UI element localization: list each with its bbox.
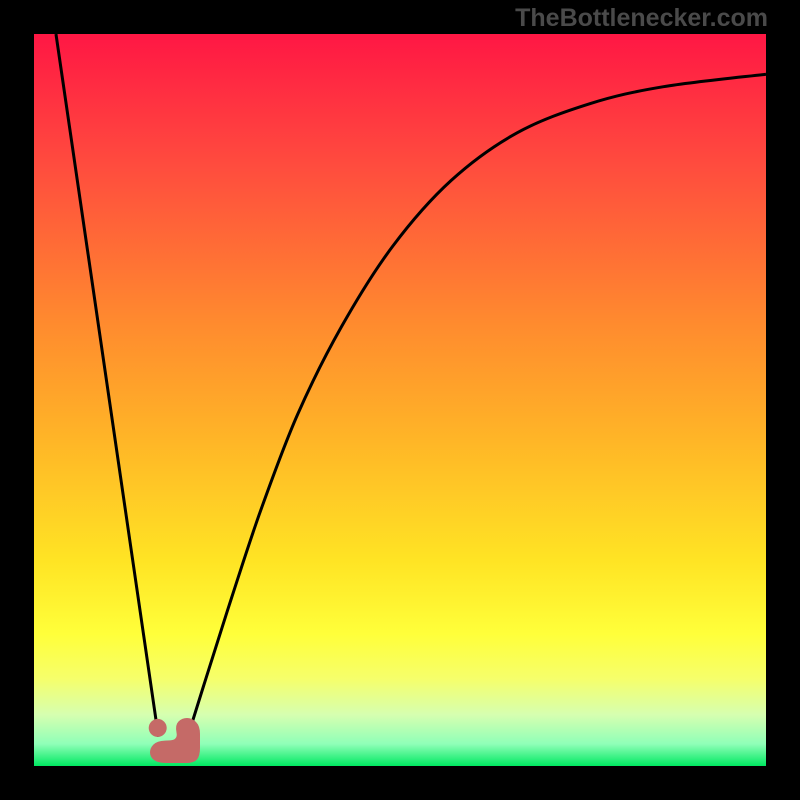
bottleneck-chart xyxy=(0,0,800,800)
marker-dot xyxy=(149,719,167,737)
plot-gradient-area xyxy=(34,34,766,766)
watermark-text: TheBottlenecker.com xyxy=(515,4,768,33)
